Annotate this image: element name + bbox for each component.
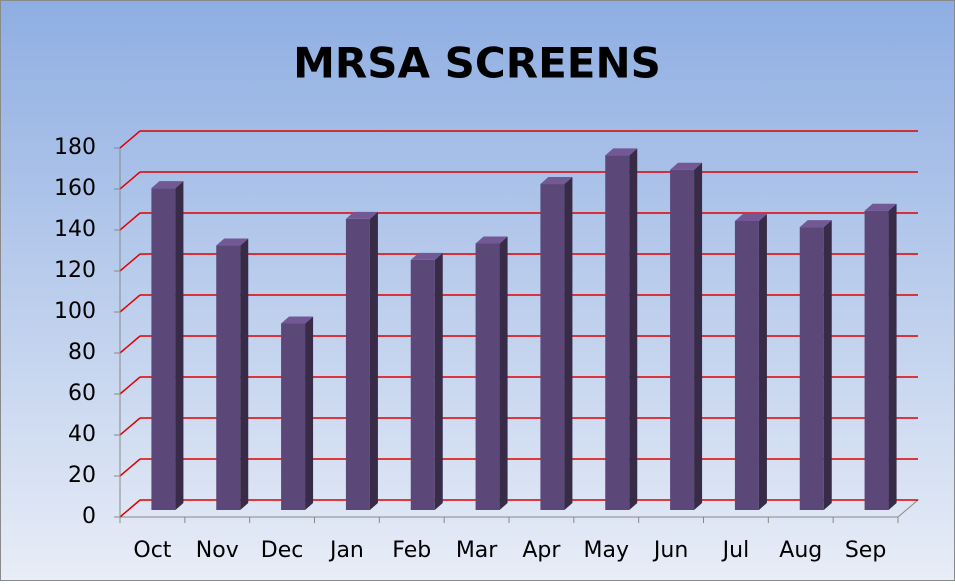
bar: [540, 184, 565, 511]
x-tick-label: Dec: [261, 538, 304, 563]
x-tick-label: Aug: [779, 538, 822, 563]
y-tick-label: 80: [68, 340, 96, 365]
bar: [281, 323, 306, 510]
bar: [216, 245, 241, 511]
grid-line-side: [119, 458, 141, 477]
x-tick-label: Oct: [133, 538, 171, 563]
bar: [151, 188, 176, 510]
x-tick-label: Sep: [845, 538, 886, 563]
bar-side: [823, 220, 832, 510]
bar: [605, 155, 630, 510]
bar-top: [605, 148, 638, 156]
y-tick-label: 140: [54, 217, 96, 242]
bar-top: [410, 252, 443, 260]
bar-side: [240, 238, 249, 511]
grid-line-side: [119, 171, 141, 190]
bar: [799, 227, 824, 510]
bar-side: [629, 148, 638, 510]
grid-line-side: [119, 130, 141, 149]
x-tick-label: Mar: [456, 538, 498, 563]
bar-top: [475, 236, 508, 244]
y-tick-label: 40: [68, 422, 96, 447]
bar-side: [758, 213, 767, 510]
grid-line-side: [119, 499, 141, 518]
bar-side: [694, 162, 703, 510]
grid-line-side: [119, 417, 141, 436]
grid-line-side: [119, 294, 141, 313]
bar-top: [345, 211, 378, 219]
x-tick-label: Apr: [522, 538, 561, 563]
x-tick-label: Nov: [196, 538, 239, 563]
grid-line-side: [119, 253, 141, 272]
bar: [410, 259, 435, 510]
grid-line-side: [119, 376, 141, 395]
bar: [345, 218, 370, 510]
chart-title: MRSA SCREENS: [293, 39, 661, 88]
y-tick-label: 0: [82, 504, 96, 529]
bar-top: [670, 162, 703, 170]
bar-side: [499, 236, 508, 510]
bar-side: [434, 252, 443, 510]
bar: [734, 220, 759, 510]
y-tick-label: 120: [54, 258, 96, 283]
bar-side: [888, 203, 897, 510]
bar-top: [734, 213, 767, 221]
bar-side: [564, 177, 573, 511]
bar-top: [216, 238, 249, 246]
bar-top: [864, 203, 897, 211]
bar-top: [799, 220, 832, 228]
y-tick-label: 20: [68, 463, 96, 488]
x-tick-label: Jun: [652, 538, 688, 563]
x-tick-label: Jan: [328, 538, 364, 563]
x-tick-label: Jul: [721, 538, 750, 563]
grid-line-side: [119, 212, 141, 231]
bar: [864, 210, 889, 510]
bar: [475, 243, 500, 510]
bar: [670, 169, 695, 510]
x-tick-label: Feb: [392, 538, 431, 563]
bar-side: [305, 316, 314, 510]
bar-top: [281, 316, 314, 324]
bar-side: [369, 211, 378, 510]
y-tick-label: 160: [54, 176, 96, 201]
bar-side: [175, 181, 184, 510]
y-tick-label: 180: [54, 135, 96, 160]
x-tick-label: May: [584, 538, 629, 563]
y-tick-label: 100: [54, 299, 96, 324]
y-tick-label: 60: [68, 381, 96, 406]
grid-line-side: [119, 335, 141, 354]
bar-top: [540, 177, 573, 185]
bar-top: [151, 181, 184, 189]
